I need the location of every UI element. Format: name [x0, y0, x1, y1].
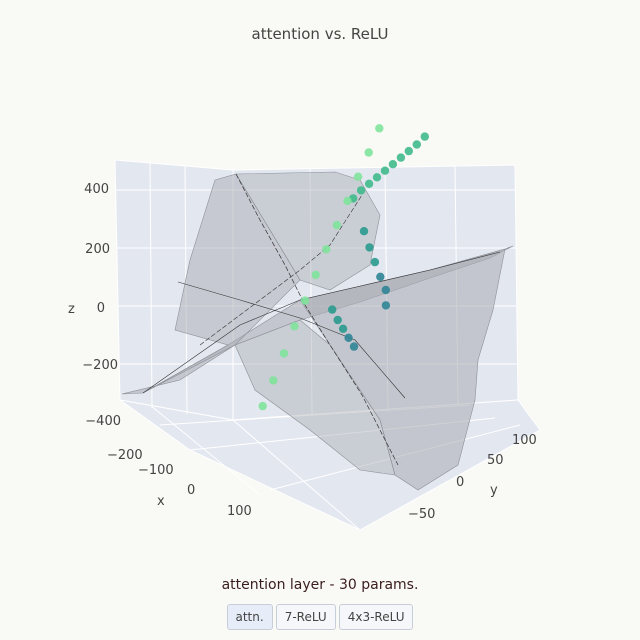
- scatter-point: [258, 401, 267, 411]
- scatter-point: [343, 196, 352, 206]
- surface-patch: [234, 319, 396, 476]
- scatter-point: [381, 285, 390, 295]
- scatter-point: [269, 376, 278, 385]
- model-subtitle: attention layer - 30 params.: [221, 577, 419, 593]
- scatter-point: [376, 272, 385, 281]
- y-tick-label: 100: [512, 433, 537, 448]
- z-tick-label: 200: [85, 242, 110, 257]
- z-tick-label: −200: [82, 358, 118, 373]
- scatter-point: [364, 179, 374, 188]
- scatter-point: [364, 148, 373, 157]
- scatter-point: [396, 153, 406, 162]
- z-axis-label: z: [68, 302, 75, 317]
- scatter-point: [375, 124, 384, 133]
- surface-contour: [177, 281, 406, 399]
- surface-contour: [235, 173, 399, 466]
- scatter-point: [338, 324, 348, 333]
- scatter-point: [290, 322, 299, 331]
- scatter-point: [404, 146, 413, 156]
- 4x3-relu-button[interactable]: 4x3-ReLU: [338, 604, 414, 630]
- scatter-point: [420, 132, 429, 141]
- scatter-point: [333, 315, 342, 325]
- scatter-point: [380, 166, 390, 175]
- scatter-point: [353, 172, 363, 181]
- y-axis-label: y: [490, 483, 498, 498]
- scatter-point: [322, 245, 331, 254]
- x-tick-label: 0: [187, 483, 195, 498]
- model-switcher: attn. 7-ReLU 4x3-ReLU: [0, 604, 640, 630]
- scatter-point: [370, 257, 380, 267]
- x-tick-label: −200: [107, 448, 143, 463]
- scatter-point: [328, 305, 337, 314]
- scatter-point: [311, 270, 320, 280]
- y-tick-label: 0: [456, 475, 464, 490]
- scatter-point: [365, 243, 374, 252]
- x-tick-label: 100: [227, 504, 252, 519]
- scatter-markers: [258, 124, 429, 411]
- scatter-point: [381, 301, 391, 310]
- 7-relu-button[interactable]: 7-ReLU: [275, 604, 336, 630]
- x-axis-label: x: [157, 494, 165, 509]
- surface-contour: [299, 251, 501, 301]
- scatter-point: [279, 349, 289, 358]
- scatter-point: [359, 227, 369, 236]
- scatter-point: [372, 173, 382, 182]
- scatter-point: [344, 333, 353, 342]
- surface-patch: [142, 173, 301, 394]
- y-tick-label: −50: [408, 507, 435, 522]
- y-tick-label: 50: [487, 453, 504, 468]
- scatter-point: [300, 296, 310, 305]
- z-tick-label: 400: [84, 182, 109, 197]
- scatter-point: [412, 140, 421, 149]
- z-tick-label: −400: [85, 414, 121, 429]
- attn-button[interactable]: attn.: [226, 604, 273, 630]
- scatter-point: [332, 220, 342, 230]
- surface-contour: [142, 299, 301, 394]
- z-tick-label: 0: [97, 301, 105, 316]
- x-tick-label: −100: [138, 463, 174, 478]
- scatter-point: [388, 160, 398, 169]
- chart-title: attention vs. ReLU: [251, 25, 389, 43]
- scatter-point: [356, 186, 366, 195]
- scatter-point: [349, 342, 359, 351]
- surface-contour: [199, 194, 363, 346]
- surface: [121, 171, 514, 491]
